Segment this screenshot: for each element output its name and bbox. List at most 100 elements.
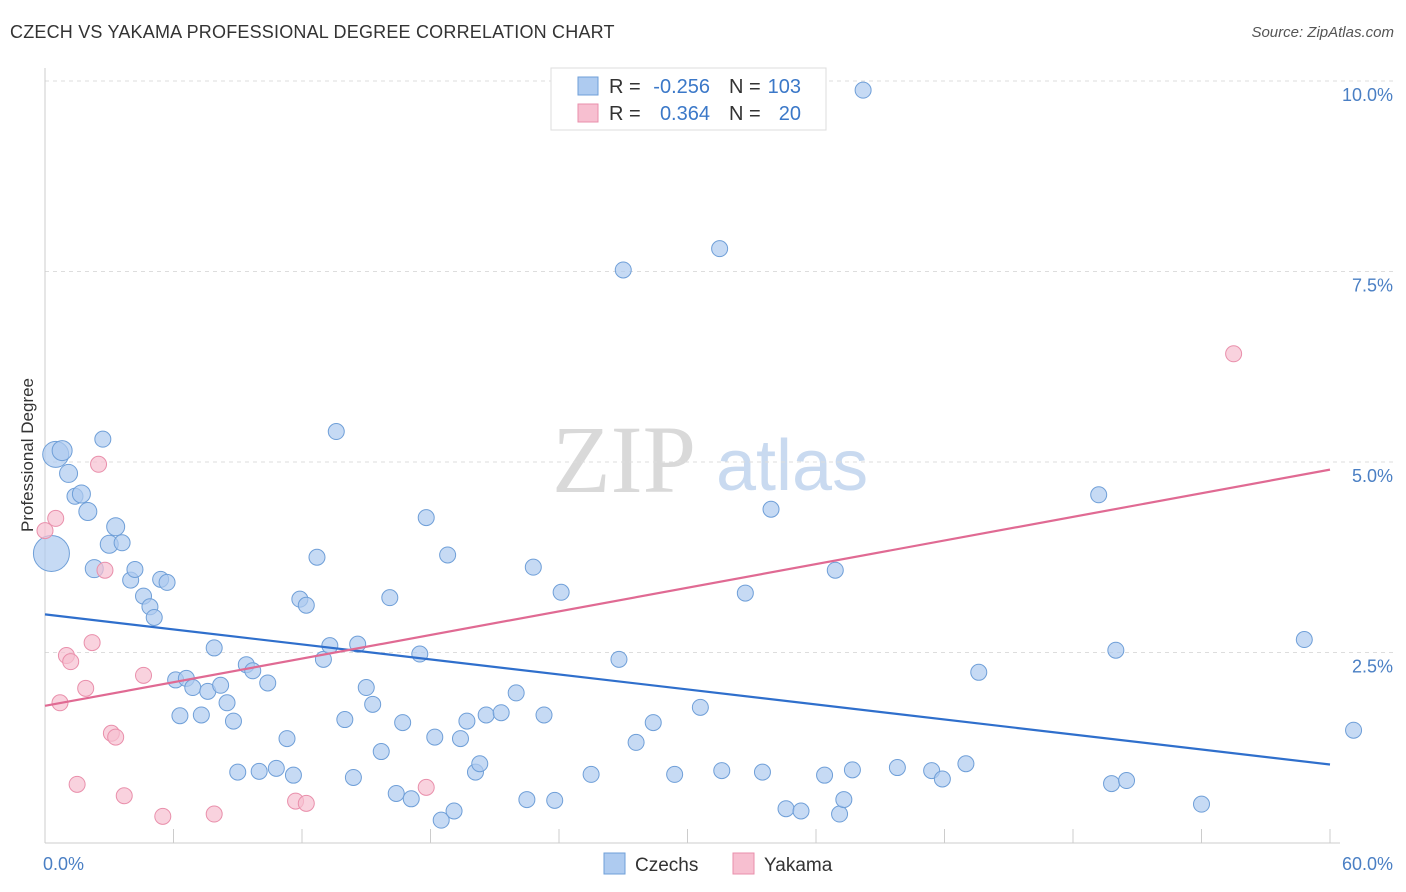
yakama-point-7 [83, 634, 101, 652]
czechs-point-49 [381, 589, 399, 607]
legend-r-label-yakama: R = [609, 103, 641, 125]
legend-swatch-czechs [577, 76, 599, 96]
czechs-point-47 [364, 695, 382, 713]
czechs-point-36 [284, 766, 302, 784]
czechs-point-70 [552, 583, 570, 601]
legend-n-value-czechs: 103 [768, 76, 801, 98]
czechs-point-57 [439, 546, 457, 564]
czechs-point-72 [614, 261, 632, 279]
y-axis-label: Professional Degree [18, 378, 37, 532]
watermark: ZIP atlas [552, 406, 868, 513]
czechs-point-39 [308, 548, 326, 566]
czechs-point-76 [666, 765, 684, 783]
czechs-point-97 [1103, 775, 1121, 793]
czechs-point-44 [344, 768, 362, 786]
czechs-point-77 [691, 698, 709, 716]
czechs-point-85 [816, 766, 834, 784]
czechs-point-68 [535, 706, 553, 724]
czechs-point-81 [753, 763, 771, 781]
yakama-point-4 [62, 653, 80, 671]
czechs-point-34 [267, 759, 285, 777]
czechs-point-42 [327, 423, 345, 441]
legend-r-label-czechs: R = [609, 76, 641, 98]
x-tick-labels: 0.0% 60.0% [43, 854, 1393, 874]
yakama-point-6 [77, 679, 95, 697]
bottom-legend: Czechs Yakama [603, 852, 833, 876]
czechs-point-93 [933, 770, 951, 788]
y-tick-label-1: 5.0% [1352, 466, 1393, 486]
yakama-point-14 [154, 807, 172, 825]
czechs-point-98 [1107, 641, 1125, 659]
czechs-point-26 [212, 676, 230, 694]
czechs-point-67 [524, 558, 542, 576]
y-tick-label-3: 10.0% [1342, 85, 1393, 105]
czechs-point-96 [1090, 486, 1108, 504]
czechs-point-50 [387, 784, 405, 802]
czechs-point-87 [831, 805, 849, 823]
czechs-point-94 [957, 755, 975, 773]
czechs-point-43 [336, 711, 354, 729]
czechs-point-46 [357, 679, 375, 697]
czechs-point-82 [762, 500, 780, 518]
czechs-point-78 [711, 240, 729, 258]
watermark-atlas: atlas [716, 426, 868, 506]
czechs-point-13 [126, 560, 144, 578]
czechs-point-90 [854, 81, 872, 99]
yakama-point-9 [96, 561, 114, 579]
yakama-points [36, 345, 1243, 825]
bottom-legend-label-yakama: Yakama [764, 855, 833, 876]
czechs-points [32, 81, 1363, 829]
yakama-point-17 [297, 794, 315, 812]
czechs-point-51 [394, 714, 412, 732]
legend: R = -0.256 N = 103 R = 0.364 N = 20 [550, 67, 827, 131]
bottom-legend-swatch-czechs [603, 852, 626, 875]
czechs-point-66 [518, 791, 536, 809]
czechs-point-28 [224, 712, 242, 730]
watermark-zip: ZIP [552, 406, 696, 513]
legend-r-value-czechs: -0.256 [653, 76, 710, 98]
czechs-point-48 [372, 743, 390, 761]
czechs-point-29 [229, 763, 247, 781]
trend-lines [44, 468, 1331, 766]
czechs-point-16 [145, 608, 163, 626]
x-tick-label-0: 0.0% [43, 854, 84, 874]
czechs-point-95 [970, 663, 988, 681]
czechs-point-60 [458, 712, 476, 730]
czechs-point-84 [792, 802, 810, 820]
chart-title: CZECH VS YAKAMA PROFESSIONAL DEGREE CORR… [10, 22, 615, 42]
yakama-trend-line [44, 468, 1331, 707]
yakama-point-13 [135, 666, 153, 684]
czechs-point-75 [644, 714, 662, 732]
czechs-point-11 [113, 534, 131, 552]
czechs-point-79 [713, 762, 731, 780]
yakama-point-15 [205, 805, 223, 823]
yakama-point-12 [115, 787, 133, 805]
czechs-point-22 [184, 679, 202, 697]
czechs-point-41 [321, 637, 339, 655]
czechs-point-74 [627, 733, 645, 751]
yakama-point-18 [417, 778, 435, 796]
czechs-point-88 [835, 791, 853, 809]
czechs-point-89 [843, 761, 861, 779]
legend-n-value-yakama: 20 [779, 103, 801, 125]
czechs-point-58 [445, 802, 463, 820]
czechs-point-100 [1193, 795, 1210, 813]
czechs-point-73 [610, 650, 628, 668]
czechs-point-0 [32, 534, 70, 572]
czechs-point-52 [402, 790, 420, 808]
czechs-point-32 [250, 762, 268, 780]
bottom-legend-label-czechs: Czechs [635, 855, 698, 876]
czechs-point-23 [192, 706, 210, 724]
czechs-point-3 [59, 463, 79, 483]
x-tick-label-1: 60.0% [1342, 854, 1393, 874]
czechs-point-8 [94, 430, 112, 448]
yakama-point-5 [68, 775, 86, 793]
czechs-point-31 [244, 662, 262, 680]
y-tick-label-2: 7.5% [1352, 276, 1393, 296]
czechs-point-69 [546, 791, 564, 809]
czechs-point-102 [1345, 721, 1363, 739]
czechs-point-10 [106, 517, 126, 537]
czechs-point-101 [1295, 631, 1313, 649]
yakama-point-8 [90, 455, 108, 473]
